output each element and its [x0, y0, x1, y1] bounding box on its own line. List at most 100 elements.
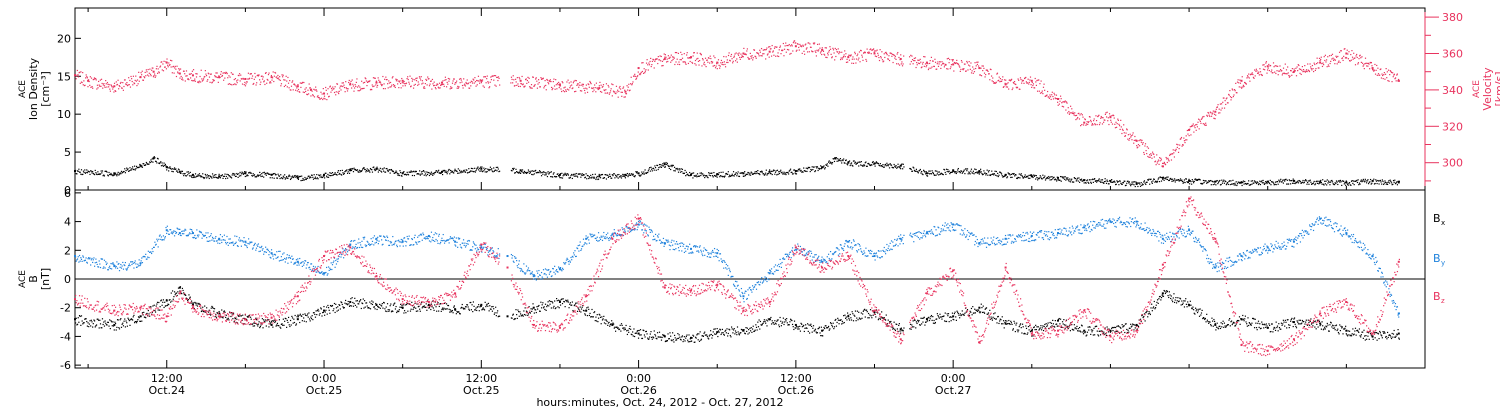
density-series-dot	[1063, 176, 1064, 177]
velocity-series-dot	[1097, 124, 1098, 125]
velocity-series-dot	[822, 47, 823, 48]
velocity-series-dot	[214, 80, 215, 81]
velocity-series-dot	[1181, 146, 1182, 147]
by-series-dot	[104, 267, 105, 268]
velocity-series-dot	[1277, 66, 1278, 67]
velocity-series-dot	[1069, 112, 1070, 113]
density-series-dot	[1251, 180, 1252, 181]
by-series-dot	[393, 244, 394, 245]
by-series-dot	[287, 254, 288, 255]
density-series-dot	[1213, 181, 1214, 182]
velocity-series-dot	[1146, 153, 1147, 154]
by-series-dot	[352, 246, 353, 247]
velocity-series-dot	[1200, 123, 1201, 124]
density-series-dot	[989, 170, 990, 171]
velocity-series-dot	[189, 74, 190, 75]
velocity-series-dot	[657, 63, 658, 64]
velocity-series-dot	[970, 69, 971, 70]
by-series-dot	[90, 264, 91, 265]
velocity-series-dot	[622, 88, 623, 89]
velocity-series-dot	[654, 67, 655, 68]
by-series-dot	[98, 266, 99, 267]
by-series-dot	[417, 237, 418, 238]
density-series-dot	[108, 175, 109, 176]
by-series-dot	[371, 238, 372, 239]
velocity-series-dot	[1368, 63, 1369, 64]
velocity-series-dot	[650, 58, 651, 59]
velocity-series-dot	[682, 58, 683, 59]
velocity-series-dot	[608, 85, 609, 86]
density-series-dot	[445, 172, 446, 173]
density-series-dot	[581, 175, 582, 176]
velocity-series-dot	[645, 71, 646, 72]
density-series-dot	[1140, 186, 1141, 187]
velocity-series-dot	[856, 55, 857, 56]
density-series-dot	[935, 170, 936, 171]
by-series-dot	[418, 241, 419, 242]
velocity-series-dot	[677, 59, 678, 60]
velocity-series-dot	[1243, 85, 1244, 86]
density-series-dot	[765, 173, 766, 174]
density-series-dot	[696, 176, 697, 177]
density-series-dot	[896, 168, 897, 169]
by-series-dot	[209, 240, 210, 241]
by-series-dot	[419, 241, 420, 242]
velocity-series-dot	[1237, 82, 1238, 83]
velocity-series-dot	[886, 53, 887, 54]
velocity-series-dot	[1355, 55, 1356, 56]
velocity-series-dot	[1384, 79, 1385, 80]
density-series-dot	[589, 177, 590, 178]
velocity-series-dot	[1166, 158, 1167, 159]
density-series-dot	[561, 173, 562, 174]
density-series-dot	[816, 167, 817, 168]
density-series-dot	[736, 175, 737, 176]
velocity-series-dot	[440, 87, 441, 88]
density-series-dot	[689, 172, 690, 173]
velocity-series-dot	[523, 83, 524, 84]
by-series-dot	[110, 268, 111, 269]
velocity-series-dot	[1014, 81, 1015, 82]
density-series-dot	[1373, 180, 1374, 181]
velocity-series-dot	[1052, 96, 1053, 97]
velocity-series-dot	[479, 83, 480, 84]
velocity-series-dot	[968, 65, 969, 66]
velocity-series-dot	[320, 92, 321, 93]
velocity-series-dot	[302, 82, 303, 83]
density-series-dot	[624, 174, 625, 175]
density-series-dot	[927, 175, 928, 176]
density-series-dot	[154, 157, 155, 158]
velocity-series-dot	[150, 75, 151, 76]
velocity-series-dot	[920, 59, 921, 60]
by-series-dot	[329, 270, 330, 271]
by-series-dot	[167, 231, 168, 232]
velocity-series-dot	[149, 73, 150, 74]
velocity-series-dot	[275, 72, 276, 73]
density-series-dot	[1233, 183, 1234, 184]
velocity-series-dot	[404, 81, 405, 82]
by-series-dot	[103, 268, 104, 269]
by-series-dot	[202, 234, 203, 235]
by-series-point	[716, 252, 718, 254]
velocity-series-dot	[689, 57, 690, 58]
velocity-series-dot	[987, 71, 988, 72]
density-series-dot	[262, 176, 263, 177]
density-series-dot	[116, 175, 117, 176]
velocity-series-dot	[1144, 145, 1145, 146]
velocity-series-dot	[316, 89, 317, 90]
density-series-dot	[654, 165, 655, 166]
velocity-series-dot	[799, 44, 800, 45]
velocity-series-dot	[1157, 162, 1158, 163]
by-series-dot	[243, 237, 244, 238]
velocity-series-dot	[1314, 63, 1315, 64]
by-series-dot	[240, 240, 241, 241]
velocity-series-dot	[408, 82, 409, 83]
velocity-series-dot	[1102, 117, 1103, 118]
density-series-dot	[207, 176, 208, 177]
velocity-series-dot	[724, 61, 725, 62]
velocity-series-dot	[556, 84, 557, 85]
density-series-dot	[788, 173, 789, 174]
velocity-series-dot	[1065, 100, 1066, 101]
by-series-dot	[253, 247, 254, 248]
velocity-series-dot	[674, 58, 675, 59]
velocity-series-dot	[270, 82, 271, 83]
